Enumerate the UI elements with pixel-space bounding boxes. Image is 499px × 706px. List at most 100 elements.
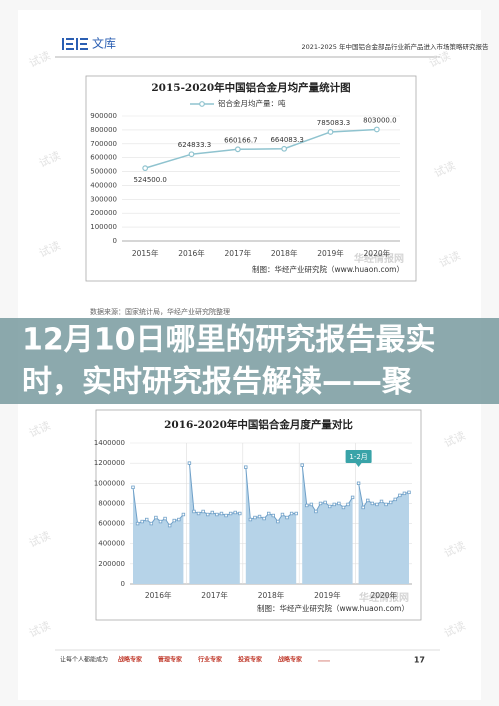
y-tick-label: 1200000 — [94, 459, 125, 467]
data-label: 664083.3 — [270, 136, 303, 144]
data-point — [135, 521, 140, 526]
data-point — [384, 502, 388, 507]
data-point — [332, 502, 336, 507]
footer-prefix: 让每个人都能成为 — [60, 656, 108, 664]
data-point — [289, 511, 294, 516]
data-point — [238, 511, 242, 516]
data-point — [131, 485, 135, 490]
y-tick-label: 300000 — [90, 195, 117, 203]
data-point — [398, 493, 402, 498]
y-tick-label: 200000 — [90, 209, 117, 217]
logo-watermark: 华经情报网 — [354, 252, 404, 265]
y-tick-label: 100000 — [90, 223, 117, 231]
data-label: 660166.7 — [224, 136, 257, 144]
data-point — [370, 501, 375, 506]
legend-label: 铝合金月均产量：吨 — [218, 98, 286, 108]
footer-item: 行业专家 — [197, 656, 222, 664]
x-tick-label: 2016年 — [178, 248, 205, 258]
header-title: 2021-2025 年中国铝合金部品行业新产品进入市场策略研究报告 — [302, 42, 489, 51]
data-point — [140, 519, 144, 524]
data-label: 624833.3 — [178, 141, 211, 149]
data-point — [257, 514, 262, 519]
data-point — [167, 523, 172, 528]
data-point — [361, 505, 365, 510]
y-tick-label: 800000 — [90, 126, 117, 134]
data-point — [314, 509, 318, 514]
data-point — [366, 498, 370, 503]
y-tick-label: 700000 — [90, 140, 117, 148]
banner-bg — [0, 318, 499, 404]
series-area — [245, 467, 297, 584]
x-tick-label: 2016年 — [145, 590, 172, 600]
y-tick-label: 0 — [121, 580, 125, 588]
data-point — [388, 500, 393, 505]
y-tick-label: 400000 — [98, 540, 125, 548]
x-tick-label: 2020年 — [371, 590, 398, 600]
data-point — [309, 502, 314, 507]
data-point — [233, 510, 237, 515]
data-label: 785083.3 — [317, 119, 350, 127]
legend-marker — [199, 101, 205, 107]
footer-item: 管理专家 — [158, 656, 182, 664]
data-point — [187, 461, 192, 465]
data-point — [393, 497, 397, 502]
logo-watermark: 华经情报网 — [359, 591, 409, 604]
data-point — [285, 515, 289, 520]
data-point — [181, 512, 186, 517]
series-area — [189, 463, 240, 584]
data-point — [305, 503, 309, 508]
data-point — [188, 151, 195, 158]
data-point — [318, 501, 323, 506]
y-tick-label: 1000000 — [94, 479, 125, 487]
data-point — [142, 165, 149, 172]
credit: 制图：华经产业研究院（www.huaon.com） — [252, 264, 404, 274]
data-point — [177, 517, 181, 522]
banner-line: 12月10日哪里的研究报告最实 — [22, 323, 436, 358]
data-point — [192, 509, 196, 514]
footer-item: 战略专家 — [278, 656, 302, 664]
y-tick-label: 600000 — [98, 520, 125, 528]
y-tick-label: 600000 — [90, 154, 117, 162]
footer-item: 投资专家 — [238, 656, 262, 664]
data-point — [201, 509, 205, 514]
data-point — [407, 490, 411, 495]
data-point — [267, 511, 271, 516]
data-label: 524500.0 — [133, 176, 166, 184]
y-tick-label: 400000 — [90, 181, 117, 189]
y-tick-label: 500000 — [90, 168, 117, 176]
chart-title: 2015-2020年中国铝合金月均产量统计图 — [151, 81, 350, 94]
chart-frame — [85, 75, 417, 282]
data-point — [327, 504, 332, 509]
data-point — [158, 519, 163, 524]
logo-icon — [62, 38, 88, 50]
annotation: 1-2月 — [349, 453, 367, 461]
y-tick-label: 200000 — [98, 560, 125, 568]
x-tick-label: 2017年 — [225, 248, 252, 258]
data-point — [281, 145, 288, 152]
data-point — [280, 512, 285, 517]
annotation-pointer — [355, 463, 362, 467]
x-tick-label: 2015年 — [132, 248, 159, 258]
x-tick-label: 2019年 — [317, 248, 344, 258]
page-number: 17 — [414, 656, 425, 665]
data-point — [300, 463, 304, 467]
credit: 制图：华经产业研究院（www.huaon.com） — [257, 603, 409, 613]
source: 数据来源：国家统计局，华经产业研究院整理 — [90, 307, 230, 316]
data-label: 803000.0 — [363, 116, 396, 124]
data-point — [196, 511, 201, 516]
data-point — [402, 491, 407, 496]
data-point — [163, 516, 167, 521]
data-point — [337, 501, 341, 506]
data-point — [375, 502, 379, 507]
data-point — [276, 519, 280, 524]
data-point — [228, 511, 233, 516]
data-point — [149, 521, 154, 526]
data-point — [215, 512, 219, 517]
y-tick-label: 1400000 — [94, 439, 125, 447]
x-tick-label: 2017年 — [201, 590, 228, 600]
data-point — [224, 513, 228, 518]
x-tick-label: 2018年 — [258, 590, 285, 600]
series-area — [358, 483, 409, 584]
